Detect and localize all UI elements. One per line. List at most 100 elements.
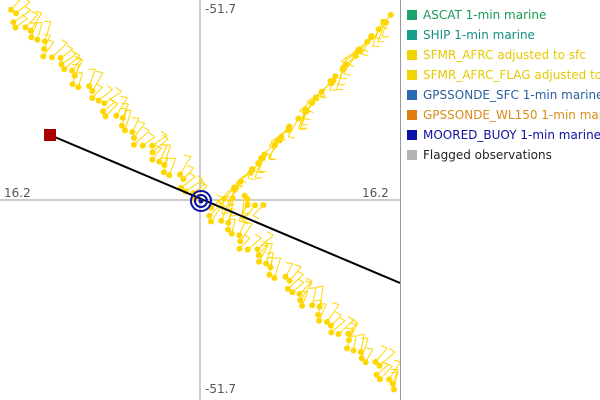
wind-barb [285, 263, 294, 278]
wind-barb [330, 320, 346, 333]
wind-barb-flag [385, 362, 393, 367]
wind-barb-flag [265, 256, 273, 259]
legend-item[interactable]: MOORED_BUOY 1-min marine [407, 125, 600, 145]
wind-barb [299, 97, 317, 112]
wind-barb-flag [305, 277, 313, 282]
wind-barb [393, 371, 399, 390]
wind-barb [152, 138, 169, 153]
observation-plot: -51.7 -51.7 16.2 16.2 [0, 0, 401, 400]
wind-barb [289, 266, 302, 282]
wind-barb-flag [329, 89, 337, 91]
wind-barb [115, 97, 128, 116]
wind-barb-flag [243, 234, 251, 239]
wind-barb-flag [349, 335, 357, 338]
wind-barb [30, 12, 43, 31]
wind-barb [318, 303, 327, 321]
wind-barb [209, 202, 223, 217]
wind-barb-flag [297, 278, 305, 283]
wind-barb-flag [357, 333, 365, 336]
legend-item[interactable]: ASCAT 1-min marine [407, 5, 600, 25]
wind-barb-flag [115, 86, 122, 92]
legend-label: SFMR_AFRC_FLAG adjusted to [423, 68, 600, 82]
legend-swatch [407, 30, 417, 40]
wind-barb [239, 237, 251, 249]
wind-barb-flag [73, 51, 81, 56]
legend-item[interactable]: GPSSONDE_SFC 1-min marine [407, 85, 600, 105]
wind-barb [292, 282, 305, 293]
wind-barb [43, 35, 51, 50]
wind-barb [287, 118, 299, 138]
wind-barb-flag [381, 360, 389, 366]
wind-barb [151, 147, 162, 160]
wind-barb [300, 111, 308, 129]
wind-barb [388, 361, 400, 380]
wind-barb [311, 287, 317, 306]
wind-barb [381, 22, 387, 38]
wind-barb-flag [224, 194, 231, 200]
wind-barb-flag [120, 95, 128, 99]
wind-barb-flag [314, 299, 322, 302]
wind-barb-flag [256, 171, 264, 174]
legend: ASCAT 1-min marine SHIP 1-min marine SFMR_… [407, 5, 600, 165]
wind-barb-flag [309, 287, 317, 289]
legend-label: GPSSONDE_WL150 1-min mar [423, 108, 600, 122]
wind-barb-flag [317, 94, 325, 99]
legend-label: MOORED_BUOY 1-min marine [423, 128, 600, 142]
wind-barb [335, 69, 343, 90]
wind-barb [241, 204, 256, 222]
wind-barb [44, 21, 52, 42]
wind-barb-flag [380, 345, 388, 349]
legend-label: GPSSONDE_SFC 1-min marine [423, 88, 600, 102]
wind-barb [241, 195, 246, 217]
wind-barb-flag [241, 221, 249, 225]
wind-barb [268, 257, 274, 275]
wind-barb [163, 157, 169, 173]
wind-barb [221, 198, 225, 214]
wind-barb-flag [266, 251, 274, 254]
wind-barb [361, 338, 369, 359]
wind-barb-flag [183, 154, 192, 157]
wind-barb [30, 23, 38, 38]
wind-barb [238, 204, 248, 221]
wind-barb-flag [269, 158, 277, 161]
left-longitude-label: 16.2 [4, 186, 31, 200]
wind-barb [317, 299, 323, 315]
wind-barb-flag [154, 144, 162, 149]
wind-barb [102, 101, 116, 112]
wind-barb [158, 145, 168, 162]
legend-item[interactable]: SFMR_AFRC_FLAG adjusted to [407, 65, 600, 85]
wind-barb-flag [75, 58, 83, 61]
wind-barb-flag [247, 177, 255, 181]
legend-item[interactable]: SHIP 1-min marine [407, 25, 600, 45]
wind-barb [192, 183, 206, 194]
wind-barb [36, 22, 43, 40]
wind-barb-flag [215, 199, 223, 204]
wind-barb [247, 237, 262, 250]
wind-barb [264, 139, 279, 154]
legend-item[interactable]: Flagged observations [407, 145, 600, 165]
wind-barb [360, 334, 365, 353]
wind-barb-flag [351, 319, 358, 323]
wind-barb-flag [131, 117, 139, 119]
wind-barb [25, 14, 39, 28]
wind-barb [258, 245, 269, 262]
wind-barb-flag [285, 262, 293, 265]
wind-barb-flag [96, 70, 104, 74]
legend-label: SHIP 1-min marine [423, 28, 535, 42]
wind-barb-flag [347, 316, 355, 321]
legend-item[interactable]: SFMR_AFRC adjusted to sfc [407, 45, 600, 65]
wind-barb-flag [288, 136, 296, 139]
wind-barb [104, 91, 122, 104]
wind-barb-flag [252, 215, 260, 220]
wind-barb-flag [338, 316, 346, 322]
observation-map [0, 0, 400, 400]
wind-barb-flag [320, 95, 328, 99]
wind-barb-flag [26, 0, 31, 3]
top-latitude-label: -51.7 [205, 2, 237, 16]
wind-barb [60, 48, 74, 59]
wind-barb [231, 218, 236, 234]
wind-barb-flag [303, 118, 311, 121]
wind-barb [13, 9, 31, 23]
legend-item[interactable]: GPSSONDE_WL150 1-min mar [407, 105, 600, 125]
wind-barb [268, 145, 276, 160]
